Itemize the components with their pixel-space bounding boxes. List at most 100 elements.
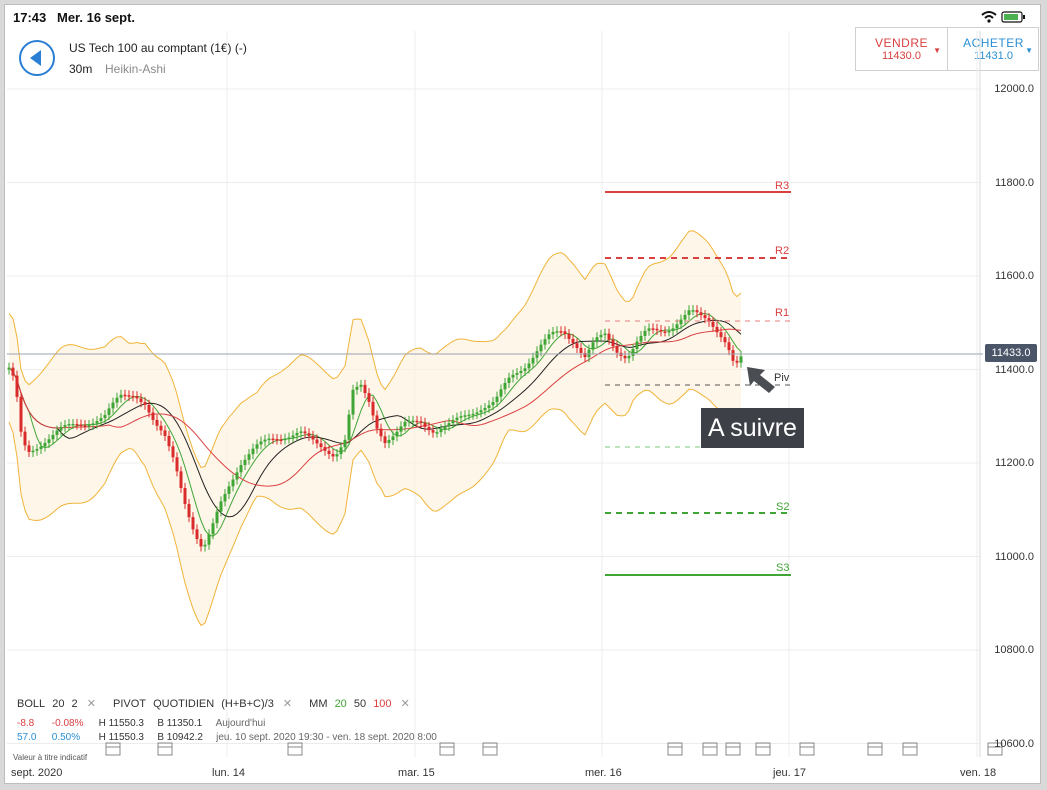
candle-body bbox=[691, 310, 695, 312]
today-high: H 11550.3 bbox=[98, 718, 144, 729]
candle-body bbox=[415, 420, 419, 423]
period-high: H 11550.3 bbox=[98, 732, 144, 743]
candle-body bbox=[535, 351, 539, 358]
current-price-tag: 11433.0 bbox=[985, 344, 1037, 362]
instrument-title[interactable]: US Tech 100 au comptant (1€) (-) bbox=[69, 41, 247, 55]
candle-body bbox=[551, 331, 555, 335]
candle-body bbox=[31, 450, 35, 453]
candle-body bbox=[531, 357, 535, 364]
y-tick-11600: 11600.0 bbox=[995, 270, 1034, 282]
candle-body bbox=[603, 333, 607, 336]
calendar-event-icon bbox=[482, 742, 498, 756]
candle-body bbox=[163, 430, 167, 437]
candle-body bbox=[567, 334, 571, 339]
price-chart[interactable] bbox=[5, 5, 1041, 784]
candle-body bbox=[307, 433, 311, 436]
candle-body bbox=[67, 424, 71, 426]
candle-body bbox=[287, 437, 291, 439]
candle-body bbox=[223, 493, 227, 502]
candle-body bbox=[647, 328, 651, 331]
y-tick-10600: 10600.0 bbox=[994, 738, 1034, 750]
candle-body bbox=[403, 421, 407, 427]
candle-body bbox=[15, 375, 19, 397]
legend-pivot-p2: (H+B+C)/3 bbox=[221, 698, 274, 710]
candle-body bbox=[527, 363, 531, 369]
calendar-event-icon bbox=[667, 742, 683, 756]
candle-body bbox=[87, 424, 91, 427]
candle-body bbox=[519, 370, 523, 373]
back-button[interactable] bbox=[19, 40, 55, 76]
bollinger-lower bbox=[8, 388, 742, 627]
candle-body bbox=[475, 412, 479, 414]
period-pct: 0.50% bbox=[51, 732, 81, 743]
candle-body bbox=[19, 396, 23, 432]
calendar-event-icon bbox=[439, 742, 455, 756]
candle-body bbox=[275, 438, 279, 441]
candle-body bbox=[471, 413, 475, 416]
candle-body bbox=[671, 328, 675, 331]
candle-body bbox=[215, 511, 219, 524]
x-tick-mer16: mer. 16 bbox=[585, 767, 622, 779]
candle-body bbox=[499, 389, 503, 397]
ma-50-line bbox=[8, 319, 742, 518]
calendar-event-icon bbox=[755, 742, 771, 756]
status-icons bbox=[980, 10, 1028, 24]
status-time: 17:43 bbox=[13, 10, 47, 25]
candle-body bbox=[171, 446, 175, 458]
candle-body bbox=[99, 418, 103, 422]
today-change: -8.8 bbox=[17, 718, 35, 729]
candle-body bbox=[299, 431, 303, 433]
sell-button[interactable]: VENDRE 11430.0 ▼ bbox=[856, 28, 948, 70]
calendar-event-icon bbox=[799, 742, 815, 756]
remove-pivot-icon[interactable]: ✕ bbox=[282, 698, 293, 710]
candle-body bbox=[55, 430, 59, 435]
candle-body bbox=[727, 342, 731, 351]
sell-label: VENDRE bbox=[874, 36, 928, 50]
calendar-event-icon bbox=[157, 742, 173, 756]
calendar-event-icon bbox=[867, 742, 883, 756]
candle-body bbox=[311, 435, 315, 440]
candle-body bbox=[687, 310, 691, 315]
candle-body bbox=[235, 472, 239, 480]
candle-body bbox=[387, 440, 391, 444]
remove-boll-icon[interactable]: ✕ bbox=[86, 698, 96, 710]
bollinger-upper bbox=[8, 230, 742, 469]
x-tick-ven18: ven. 18 bbox=[960, 767, 997, 779]
y-tick-10800: 10800.0 bbox=[994, 644, 1034, 656]
legend-boll[interactable]: BOLL bbox=[17, 698, 46, 710]
candle-body bbox=[723, 337, 727, 343]
pivot-label-piv: Piv bbox=[774, 372, 790, 384]
candle-body bbox=[503, 382, 507, 390]
candle-body bbox=[707, 318, 711, 322]
pivot-label-s3: S3 bbox=[776, 562, 790, 574]
timeframe-selector[interactable]: 30m bbox=[69, 62, 93, 76]
candle-body bbox=[83, 425, 87, 427]
remove-mm-icon[interactable]: ✕ bbox=[400, 698, 410, 710]
candle-body bbox=[483, 408, 487, 411]
candle-body bbox=[51, 434, 55, 440]
candle-body bbox=[183, 487, 187, 504]
candle-body bbox=[335, 454, 339, 457]
chart-type-selector[interactable]: Heikin-Ashi bbox=[105, 62, 166, 76]
candle-body bbox=[383, 436, 387, 444]
candle-body bbox=[211, 523, 215, 535]
buy-button[interactable]: ACHETER 11431.0 ▼ bbox=[948, 28, 1039, 70]
candle-body bbox=[611, 339, 615, 347]
candle-body bbox=[515, 372, 519, 375]
candle-body bbox=[7, 367, 11, 370]
sell-caret-icon: ▼ bbox=[933, 46, 941, 55]
indicator-legend: BOLL 20 2 ✕ PIVOT QUOTIDIEN (H+B+C)/3 ✕ … bbox=[17, 697, 414, 710]
ma-100-line bbox=[8, 328, 742, 487]
candle-body bbox=[247, 454, 251, 460]
candle-body bbox=[679, 319, 683, 325]
candle-body bbox=[267, 438, 271, 441]
candle-body bbox=[391, 436, 395, 441]
legend-pivot[interactable]: PIVOT bbox=[112, 698, 146, 710]
ma-20-line bbox=[8, 312, 742, 537]
candle-body bbox=[675, 324, 679, 329]
candle-body bbox=[331, 454, 335, 457]
legend-mm[interactable]: MM bbox=[309, 698, 328, 710]
y-tick-12000: 12000.0 bbox=[994, 83, 1034, 95]
candle-body bbox=[155, 419, 159, 426]
candle-body bbox=[147, 404, 151, 413]
